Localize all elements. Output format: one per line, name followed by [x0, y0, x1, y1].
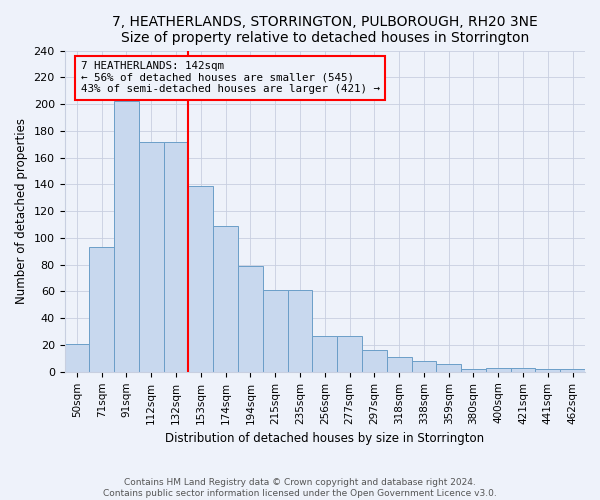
- Bar: [412, 361, 436, 372]
- Bar: [313, 336, 337, 372]
- Y-axis label: Number of detached properties: Number of detached properties: [15, 118, 28, 304]
- Bar: [238, 266, 263, 372]
- Bar: [486, 368, 511, 372]
- Bar: [139, 142, 164, 372]
- Bar: [114, 102, 139, 372]
- Bar: [560, 369, 585, 372]
- Text: 7 HEATHERLANDS: 142sqm
← 56% of detached houses are smaller (545)
43% of semi-de: 7 HEATHERLANDS: 142sqm ← 56% of detached…: [80, 61, 380, 94]
- Bar: [263, 290, 287, 372]
- Bar: [65, 344, 89, 372]
- Bar: [461, 369, 486, 372]
- Title: 7, HEATHERLANDS, STORRINGTON, PULBOROUGH, RH20 3NE
Size of property relative to : 7, HEATHERLANDS, STORRINGTON, PULBOROUGH…: [112, 15, 538, 45]
- Bar: [511, 368, 535, 372]
- X-axis label: Distribution of detached houses by size in Storrington: Distribution of detached houses by size …: [165, 432, 484, 445]
- Bar: [89, 248, 114, 372]
- Bar: [213, 226, 238, 372]
- Bar: [164, 142, 188, 372]
- Bar: [337, 336, 362, 372]
- Bar: [188, 186, 213, 372]
- Bar: [287, 290, 313, 372]
- Bar: [436, 364, 461, 372]
- Bar: [387, 357, 412, 372]
- Bar: [535, 369, 560, 372]
- Bar: [362, 350, 387, 372]
- Text: Contains HM Land Registry data © Crown copyright and database right 2024.
Contai: Contains HM Land Registry data © Crown c…: [103, 478, 497, 498]
